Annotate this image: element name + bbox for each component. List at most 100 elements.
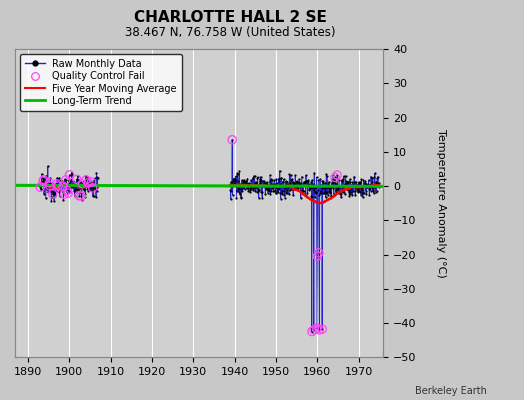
Point [276,168,284,174]
Point [79,184,88,190]
Point [257,177,266,184]
Point [352,179,360,185]
Point [227,179,236,185]
Point [268,185,277,192]
Point [245,180,253,186]
Point [301,178,310,185]
Point [48,179,57,186]
Point [60,190,68,197]
Point [335,183,344,189]
Point [368,179,376,185]
Point [343,180,351,187]
Point [36,184,45,190]
Point [270,184,278,190]
Point [361,179,369,186]
Point [337,183,346,189]
Point [45,186,53,193]
Point [53,182,62,189]
Point [73,176,81,182]
Point [334,184,343,190]
Point [89,180,97,186]
Point [323,189,331,196]
Point [277,175,286,182]
Point [311,194,319,200]
Point [46,180,54,186]
Point [86,184,95,191]
Point [265,184,274,190]
Point [296,182,304,188]
Point [77,193,85,199]
Point [79,178,87,185]
Point [281,194,289,201]
Point [93,174,101,180]
Point [231,177,239,184]
Point [88,188,96,194]
Point [234,186,243,192]
Point [74,177,83,184]
Point [251,188,259,195]
Point [370,183,379,190]
Point [321,180,330,186]
Point [276,181,284,187]
Point [330,177,339,184]
Point [328,184,336,190]
Point [297,180,305,186]
Point [283,190,291,196]
Point [69,183,77,189]
Legend: Raw Monthly Data, Quality Control Fail, Five Year Moving Average, Long-Term Tren: Raw Monthly Data, Quality Control Fail, … [20,54,182,111]
Point [73,177,81,183]
Point [250,182,258,188]
Point [357,176,366,182]
Point [315,250,323,256]
Point [294,180,302,186]
Point [37,171,46,177]
Point [268,177,276,184]
Point [83,186,92,192]
Point [75,192,83,199]
Point [339,186,347,192]
Point [285,191,293,198]
Point [233,188,242,194]
Point [39,177,48,183]
Point [40,191,48,197]
Point [59,197,68,204]
Point [284,184,292,190]
Point [364,181,373,187]
Point [333,187,341,193]
Point [330,190,338,197]
Point [310,327,318,333]
Point [94,175,102,182]
Point [58,179,66,185]
Point [62,188,71,195]
Point [49,182,57,188]
Point [36,184,45,190]
Point [317,189,325,196]
Point [272,176,280,182]
Point [288,186,297,192]
Point [89,185,97,191]
Point [80,182,88,188]
Point [61,177,70,183]
Point [84,188,93,194]
Point [238,179,247,186]
Point [313,187,322,193]
Point [372,189,380,195]
Point [307,179,315,185]
Point [362,180,370,187]
Point [344,186,352,193]
Point [367,174,375,180]
Point [372,179,380,185]
Point [296,181,304,187]
Point [259,182,267,189]
Point [78,181,86,187]
Point [82,177,90,183]
Point [305,187,313,193]
Point [230,176,238,182]
Point [48,188,56,194]
Point [248,182,256,189]
Point [245,181,253,188]
Point [321,188,329,194]
Point [282,179,291,185]
Point [42,186,51,192]
Point [280,176,288,182]
